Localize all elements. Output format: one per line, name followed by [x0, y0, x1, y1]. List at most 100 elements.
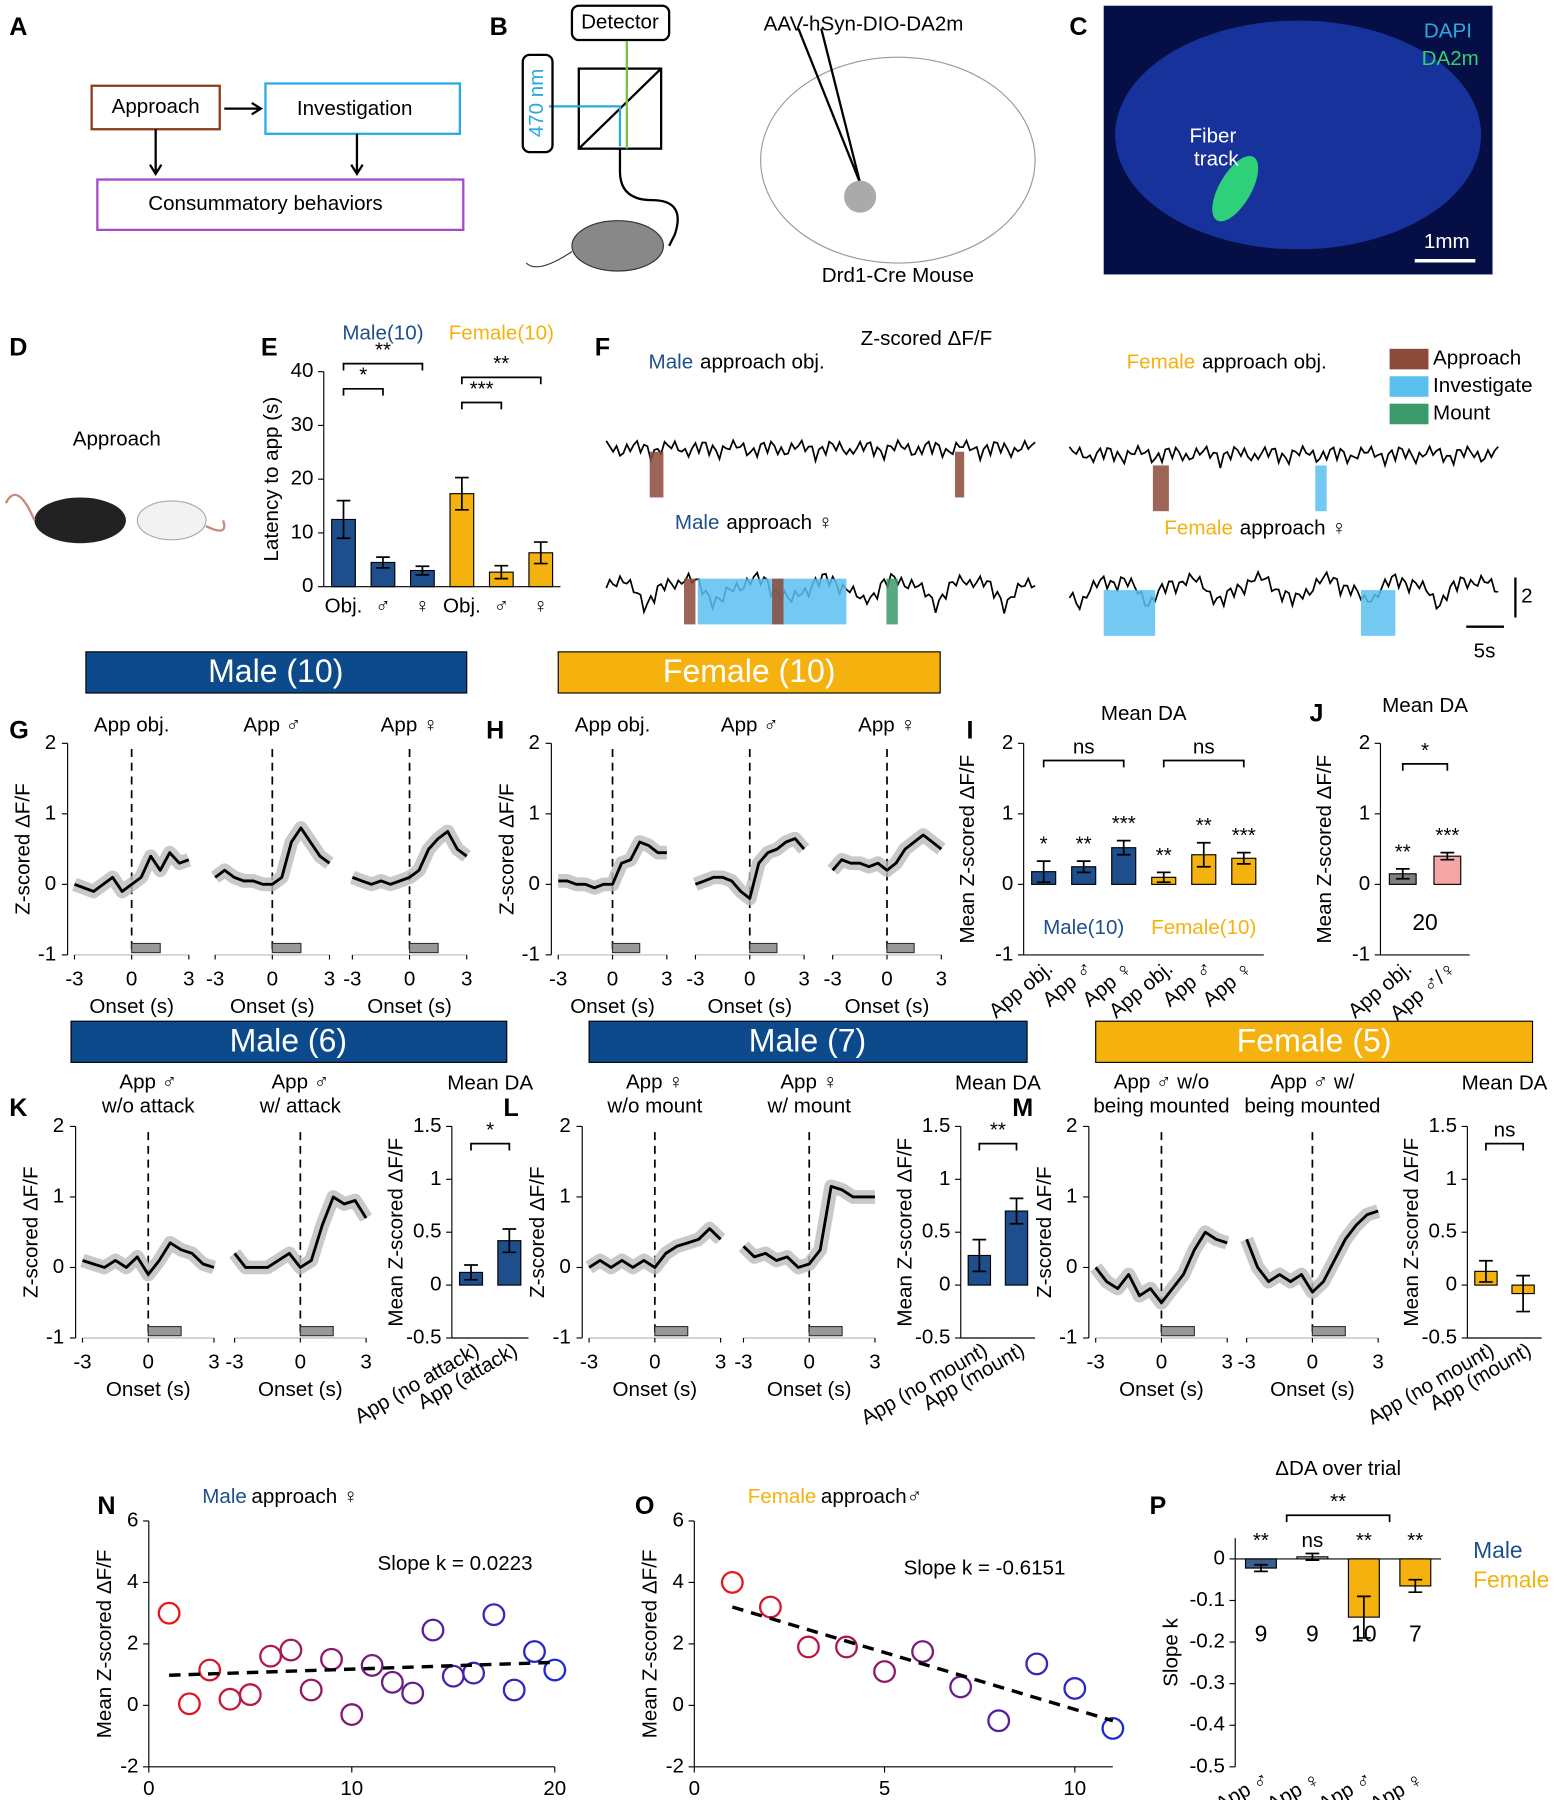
y-tick-label: 1 — [53, 1184, 64, 1207]
x-tick-label: -3 — [549, 967, 567, 990]
legend-label: Approach — [1433, 347, 1521, 370]
x-axis-label: Onset (s) — [106, 1378, 191, 1401]
error-bar — [1479, 1259, 1493, 1283]
text: approach ♀ — [726, 511, 833, 534]
text: approach obj. — [700, 351, 825, 374]
x-tick-label: -3 — [686, 967, 704, 990]
y-tick-label: 0 — [673, 1693, 684, 1716]
x-axis-label: Onset (s) — [767, 1378, 852, 1401]
series-title: App obj. — [94, 714, 170, 737]
y-tick-label: 4 — [127, 1570, 138, 1593]
trace — [588, 1227, 722, 1269]
bracket — [342, 362, 424, 371]
significance: ** — [1156, 844, 1172, 867]
bracket-label: ns — [1494, 1118, 1516, 1141]
y-tick-label: 0 — [1002, 872, 1013, 895]
point — [987, 1709, 1011, 1733]
y-tick-label: 0.5 — [922, 1220, 951, 1243]
event-box — [772, 578, 784, 625]
significance: ** — [1076, 833, 1092, 856]
n-label: 7 — [1409, 1620, 1422, 1646]
point — [758, 1595, 782, 1619]
bracket-label: ** — [1330, 1490, 1346, 1513]
banner — [1095, 1020, 1534, 1063]
series-title: App ♀ — [858, 714, 916, 737]
label: Fiber — [1189, 125, 1236, 148]
y-tick-label: 0 — [1359, 872, 1370, 895]
error-bar — [455, 476, 469, 511]
x-tick-label: Obj. — [443, 595, 481, 618]
point — [720, 1570, 744, 1594]
y-tick-label: -2 — [666, 1754, 684, 1777]
point — [1101, 1716, 1125, 1740]
title-text: approach♂ — [821, 1486, 922, 1509]
fiber — [797, 28, 862, 184]
row-title: Female approach ♀ — [1164, 517, 1346, 540]
series-title: App ♀ — [780, 1070, 838, 1093]
event-box — [684, 578, 696, 625]
x-tick-label: 3 — [324, 967, 335, 990]
target — [844, 180, 877, 213]
blue-light — [549, 105, 622, 147]
point — [543, 1658, 567, 1682]
x-tick-label: -3 — [1237, 1351, 1255, 1374]
error-bar — [1440, 851, 1455, 861]
panel-a: Approach Investigation Consummatory beha… — [90, 82, 465, 232]
y-tick-label: 0.5 — [413, 1220, 442, 1243]
node-label: Consummatory behaviors — [148, 192, 382, 215]
point — [482, 1603, 506, 1627]
trace — [214, 826, 331, 886]
bracket-label: ns — [1193, 735, 1215, 758]
bracket-label: ** — [990, 1118, 1006, 1141]
point — [279, 1638, 303, 1662]
x-tick-label: ♂ — [375, 595, 390, 618]
y-tick-label: 0 — [559, 1255, 570, 1278]
point — [157, 1601, 181, 1625]
scale-label: 2 — [1521, 584, 1532, 607]
y-tick-label: 0 — [528, 872, 539, 895]
title-emphasis: Female — [748, 1486, 817, 1509]
event-duration — [808, 1325, 843, 1337]
title-emphasis: Male — [202, 1486, 247, 1509]
x-tick-label: 20 — [543, 1777, 566, 1800]
y-axis-label: Mean Z-scored ΔF/F — [1313, 755, 1336, 944]
y-tick-label: 2 — [53, 1114, 64, 1137]
error-bar — [1196, 841, 1211, 868]
text: approach obj. — [1202, 351, 1327, 374]
y-tick-label: 2 — [1002, 731, 1013, 754]
significance: ns — [1302, 1529, 1324, 1552]
row-title: Male approach obj. — [649, 351, 825, 374]
event-duration — [271, 942, 302, 954]
x-axis-label: Onset (s) — [1119, 1378, 1204, 1401]
banner-label: Female (5) — [1237, 1022, 1392, 1058]
error-bar — [494, 564, 509, 580]
x-tick-label: 0 — [744, 967, 755, 990]
point — [523, 1640, 546, 1664]
series-title: App ♀ — [381, 714, 439, 737]
x-tick-label: -3 — [734, 1351, 752, 1374]
bracket — [1285, 1514, 1391, 1523]
label: 470 nm — [525, 69, 548, 138]
y-tick-label: -0.2 — [1189, 1630, 1224, 1653]
error-bar — [533, 541, 548, 565]
fluorescence — [1212, 156, 1259, 222]
laser — [521, 53, 554, 154]
series-title: App ♂ — [119, 1070, 177, 1093]
chart-title: Mean DA — [447, 1072, 533, 1095]
error-bar — [1236, 851, 1251, 865]
banner — [70, 1020, 508, 1063]
y-tick-label: 6 — [673, 1508, 684, 1531]
banner-label: Female (10) — [663, 653, 836, 689]
scale-label: 5s — [1474, 639, 1496, 662]
event-duration — [147, 1325, 182, 1337]
tail — [4, 493, 226, 532]
error-bar — [1036, 860, 1051, 884]
y-tick-label: 2 — [528, 731, 539, 754]
banner-label: Male (6) — [230, 1022, 347, 1058]
x-tick-label: 3 — [869, 1351, 880, 1374]
arrows — [148, 101, 364, 176]
x-tick-label: 10 — [340, 1777, 363, 1800]
x-tick-label: 0 — [295, 1351, 306, 1374]
y-axis-label: Z-scored ΔF/F — [495, 783, 518, 915]
x-tick-label: -3 — [206, 967, 224, 990]
